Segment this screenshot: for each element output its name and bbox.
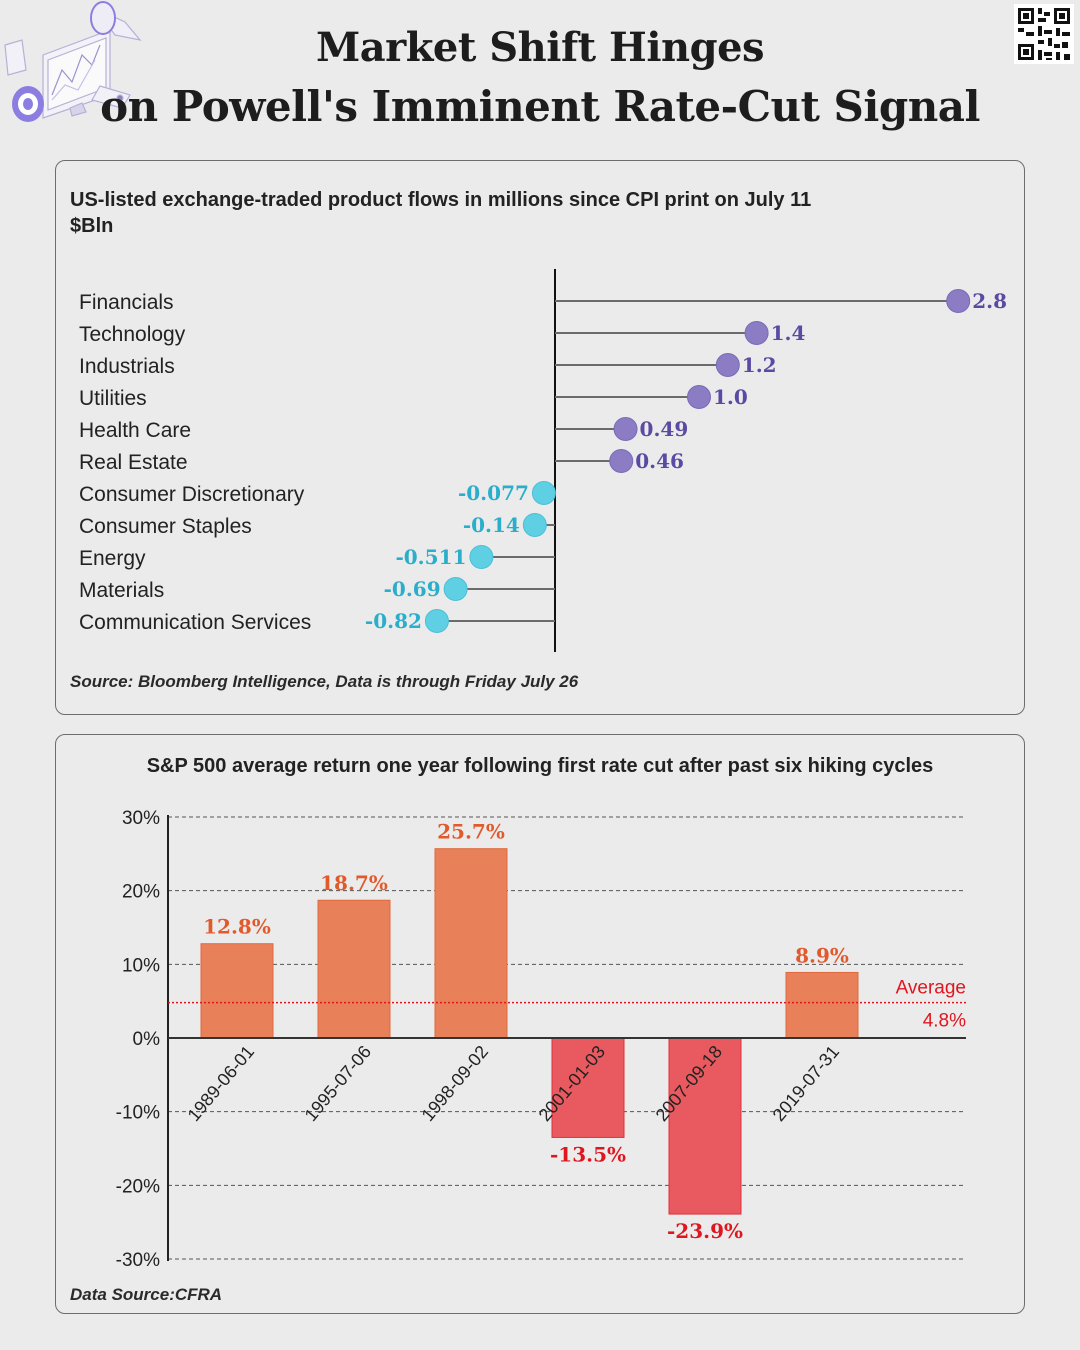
- bar-value-label: 25.7%: [437, 820, 505, 844]
- value-label: 1.0: [713, 385, 748, 409]
- bar: [434, 848, 508, 1039]
- lollipop-dot: [531, 481, 556, 505]
- x-tick-label: 1998-09-02: [418, 1042, 493, 1125]
- category-label: Health Care: [79, 419, 191, 442]
- value-label: 1.2: [742, 353, 777, 377]
- lollipop-dot: [946, 289, 971, 313]
- y-tick-label: 20%: [122, 882, 160, 903]
- value-label: -0.511: [395, 545, 466, 569]
- lollipop-dot: [687, 385, 711, 409]
- etp-flows-panel: US-listed exchange-traded product flows …: [55, 160, 1025, 715]
- bar: [317, 899, 391, 1039]
- bar-value-label: -13.5%: [550, 1142, 626, 1166]
- bar-value-label: 8.9%: [795, 943, 849, 967]
- page-title-line1: Market Shift Hinges: [315, 24, 765, 71]
- value-label: 1.4: [771, 321, 806, 345]
- lollipop-dot: [609, 449, 634, 473]
- lollipop-dot: [469, 545, 494, 569]
- category-label: Real Estate: [79, 451, 188, 474]
- sp500-chart-title: S&P 500 average return one year followin…: [146, 755, 934, 777]
- bar: [668, 1037, 742, 1215]
- x-tick-label: 1995-07-06: [301, 1042, 376, 1125]
- category-label: Technology: [79, 323, 186, 346]
- chart-source-note: Source: Bloomberg Intelligence, Data is …: [70, 672, 579, 691]
- average-label: Average: [896, 978, 966, 999]
- y-tick-label: -10%: [116, 1103, 160, 1124]
- bar: [785, 971, 859, 1039]
- qr-code-icon: [1014, 4, 1074, 64]
- etp-flows-chart-title: US-listed exchange-traded product flows …: [70, 187, 950, 239]
- value-label: 2.8: [972, 289, 1007, 313]
- chart-title-text: US-listed exchange-traded product flows …: [70, 189, 812, 211]
- lollipop-dot: [522, 513, 547, 537]
- category-label: Consumer Discretionary: [79, 483, 305, 506]
- category-label: Utilities: [79, 387, 147, 410]
- sp500-returns-bar-chart: 30% 20% 10% 0% -10% -20% -30% 12.8% 1989-06-01 18…: [116, 808, 966, 1271]
- value-label: -0.69: [384, 577, 441, 601]
- x-tick-label: 2019-07-31: [769, 1042, 844, 1125]
- lollipop-dot: [613, 417, 638, 441]
- category-label: Industrials: [79, 355, 175, 378]
- bar-value-label: 12.8%: [203, 915, 271, 939]
- value-label: 0.46: [635, 449, 684, 473]
- y-tick-label: -20%: [116, 1176, 160, 1197]
- y-tick-label: 0%: [133, 1029, 161, 1050]
- lollipop-dot: [715, 353, 740, 377]
- value-label: -0.82: [365, 609, 422, 633]
- bar: [551, 1037, 625, 1138]
- y-tick-label: -30%: [116, 1250, 160, 1271]
- lollipop-dot: [443, 577, 468, 601]
- average-value-label: 4.8%: [923, 1011, 966, 1032]
- chart-unit-text: $Bln: [70, 215, 114, 237]
- category-label: Communication Services: [79, 611, 311, 634]
- etp-flows-lollipop-chart: Financials 2.8 Technology 1.4 Industrials 1.2…: [79, 269, 1007, 652]
- bar: [200, 943, 274, 1039]
- page-title-line2: on Powell's Imminent Rate-Cut Signal: [100, 82, 980, 131]
- bar-value-label: 18.7%: [320, 871, 388, 895]
- y-tick-label: 10%: [122, 955, 160, 976]
- category-label: Materials: [79, 579, 164, 602]
- value-label: 0.49: [640, 417, 689, 441]
- bar-value-label: -23.9%: [667, 1219, 743, 1243]
- category-label: Financials: [79, 291, 174, 314]
- marketing-illustration-icon: [0, 0, 200, 140]
- category-label: Energy: [79, 547, 146, 570]
- value-label: -0.14: [463, 513, 520, 537]
- x-tick-label: 1989-06-01: [184, 1042, 259, 1125]
- category-label: Consumer Staples: [79, 515, 252, 538]
- lollipop-dot: [424, 609, 449, 633]
- y-tick-label: 30%: [122, 808, 160, 829]
- lollipop-dot: [744, 321, 769, 345]
- chart-source-note: Data Source:CFRA: [70, 1285, 223, 1304]
- sp500-returns-panel: S&P 500 average return one year followin…: [55, 734, 1025, 1314]
- value-label: -0.077: [458, 481, 529, 505]
